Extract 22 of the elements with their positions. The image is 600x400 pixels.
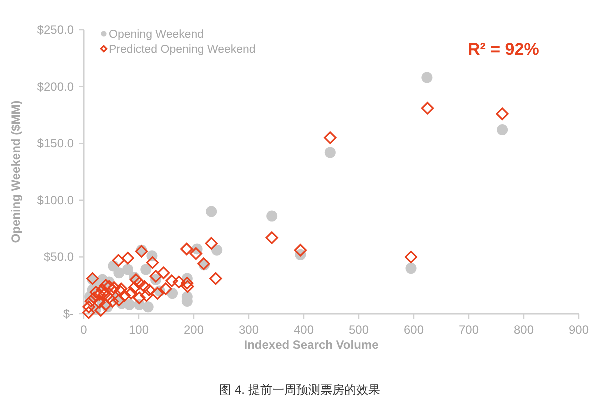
y-tick-label: $200.0	[37, 80, 74, 94]
y-tick-label: $50.0	[44, 250, 74, 264]
x-tick-label: 600	[404, 323, 424, 337]
y-tick-label: $250.0	[37, 23, 74, 37]
y-axis-title: Opening Weekend ($MM)	[9, 100, 23, 244]
x-tick-label: 300	[238, 323, 260, 337]
legend-label: Opening Weekend	[109, 29, 204, 41]
caption: 图 4. 提前一周预测票房的效果	[220, 383, 380, 397]
x-tick-label: 700	[458, 323, 480, 337]
y-tick-label: $100.0	[37, 193, 74, 208]
legend-label: Predicted Opening Weekend	[109, 44, 256, 56]
y-tick-label: $-	[63, 307, 74, 321]
y-tick-label: $150.0	[37, 136, 74, 151]
x-axis-title: Indexed Search Volume	[244, 338, 380, 352]
x-tick-label: 0	[80, 323, 88, 337]
x-tick-label: 100	[128, 323, 150, 337]
x-tick-label: 900	[568, 323, 590, 337]
annotation: R² = 92%	[468, 40, 540, 59]
x-tick-label: 200	[184, 323, 204, 337]
x-tick-label: 400	[294, 323, 314, 337]
x-tick-label: 800	[514, 323, 534, 337]
x-tick-label: 500	[348, 323, 370, 337]
